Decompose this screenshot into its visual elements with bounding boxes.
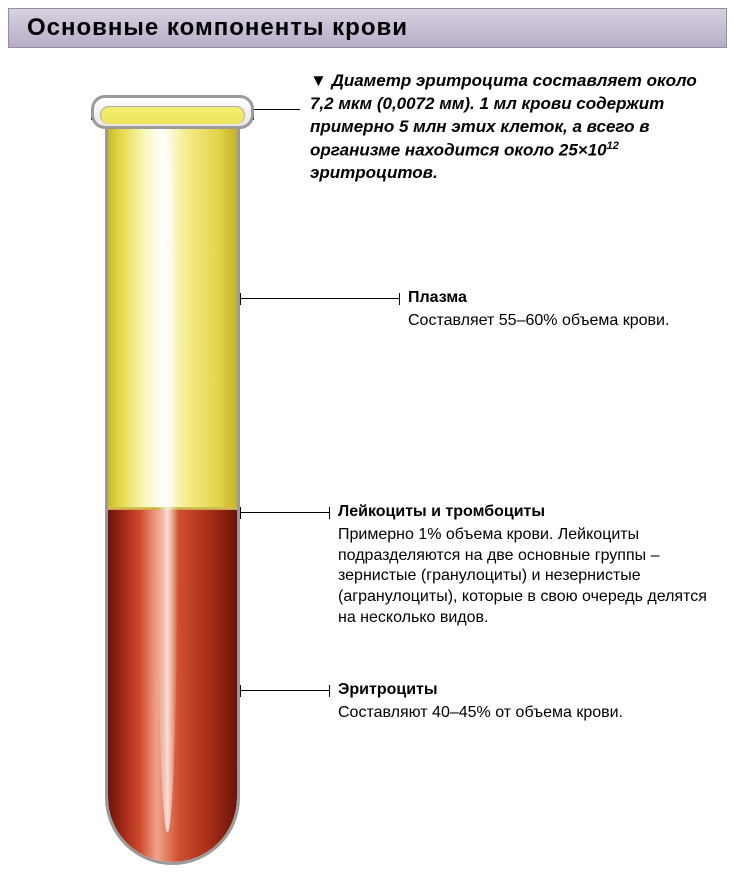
title-bar: Основные компоненты крови	[8, 8, 727, 48]
callout-plasma-title: Плазма	[408, 288, 708, 309]
callout-plasma: Плазма Составляет 55–60% объема крови.	[408, 288, 708, 332]
intro-body-1: Диаметр эритроцита составляет около 7,2 …	[310, 71, 697, 159]
intro-sup: 12	[607, 140, 619, 152]
intro-body-2: эритроцитов.	[310, 163, 438, 182]
intro-text: ▼ Диаметр эритроцита составляет около 7,…	[310, 70, 715, 185]
callout-rbc: Эритроциты Составляют 40–45% от объема к…	[338, 680, 698, 724]
callout-rbc-body: Составляют 40–45% от объема крови.	[338, 703, 698, 724]
tube-body	[105, 117, 240, 865]
callout-plasma-body: Составляет 55–60% объема крови.	[408, 311, 708, 332]
leader-buffy	[240, 512, 330, 513]
layer-erythrocytes	[108, 510, 237, 862]
leader-plasma	[240, 298, 400, 299]
page-title: Основные компоненты крови	[27, 14, 408, 42]
layer-plasma	[108, 117, 237, 512]
callout-buffy-body: Примерно 1% объема крови. Лейкоциты подр…	[338, 525, 716, 629]
callout-rbc-title: Эритроциты	[338, 680, 698, 701]
callout-buffy: Лейкоциты и тромбоциты Примерно 1% объем…	[338, 502, 716, 629]
callout-buffy-title: Лейкоциты и тромбоциты	[338, 502, 716, 523]
intro-marker: ▼	[310, 71, 327, 90]
tube-rim	[91, 95, 254, 129]
test-tube	[105, 95, 240, 865]
tube-rim-inner	[100, 106, 245, 124]
leader-rbc	[240, 690, 330, 691]
tube-top-bracket-lead	[254, 109, 300, 110]
